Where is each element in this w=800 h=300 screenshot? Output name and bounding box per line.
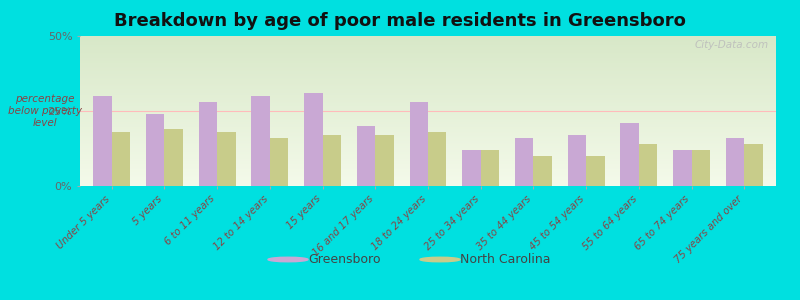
Text: Greensboro: Greensboro [308, 253, 381, 266]
Text: North Carolina: North Carolina [460, 253, 550, 266]
Bar [375, 135, 394, 186]
Bar [586, 156, 605, 186]
Bar [428, 132, 446, 186]
Circle shape [420, 257, 460, 262]
Bar [568, 135, 586, 186]
Bar [164, 129, 183, 186]
Bar [692, 150, 710, 186]
Bar [270, 138, 288, 186]
Bar [744, 144, 763, 186]
Circle shape [268, 257, 308, 262]
Bar [304, 93, 322, 186]
Bar [481, 150, 499, 186]
Bar [515, 138, 534, 186]
Bar [462, 150, 481, 186]
Bar [726, 138, 744, 186]
Bar [410, 102, 428, 186]
Text: City-Data.com: City-Data.com [695, 40, 769, 50]
Bar [639, 144, 658, 186]
Bar [198, 102, 217, 186]
Bar [621, 123, 639, 186]
Bar [146, 114, 164, 186]
Bar [93, 96, 112, 186]
Bar [112, 132, 130, 186]
Text: Breakdown by age of poor male residents in Greensboro: Breakdown by age of poor male residents … [114, 12, 686, 30]
Bar [251, 96, 270, 186]
Text: percentage
below poverty
level: percentage below poverty level [8, 94, 82, 128]
Bar [534, 156, 552, 186]
Bar [673, 150, 692, 186]
Bar [322, 135, 341, 186]
Bar [357, 126, 375, 186]
Bar [217, 132, 235, 186]
